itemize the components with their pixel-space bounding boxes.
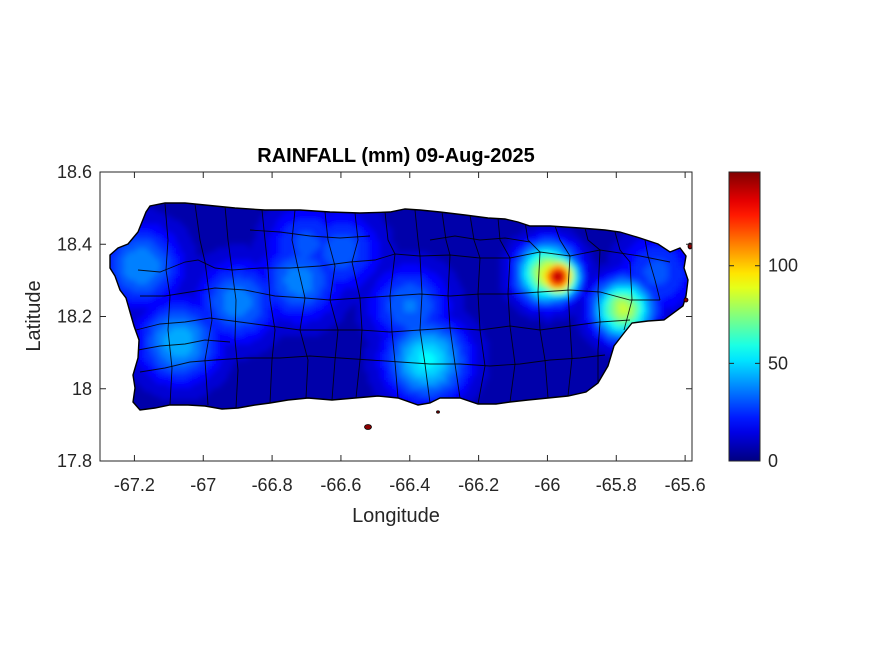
colorbar-tick-label: 50 [768, 353, 788, 373]
y-tick-label: 18.2 [57, 307, 92, 327]
y-tick-label: 17.8 [57, 451, 92, 471]
x-tick-label: -66.2 [458, 475, 499, 495]
municipality-borders [135, 203, 671, 409]
x-tick-label: -66.8 [252, 475, 293, 495]
x-axis-label: Longitude [352, 505, 440, 527]
colorbar-tick-label: 100 [768, 256, 798, 276]
chart-title: RAINFALL (mm) 09-Aug-2025 [257, 145, 534, 167]
y-axis: 17.8 18 18.2 18.4 18.6 [57, 162, 692, 471]
coastline [109, 202, 689, 411]
x-tick-label: -67 [190, 475, 216, 495]
x-tick-label: -66.6 [320, 475, 361, 495]
y-tick-label: 18 [72, 379, 92, 399]
x-tick-label: -67.2 [114, 475, 155, 495]
x-tick-label: -66.4 [389, 475, 430, 495]
x-tick-label: -65.6 [665, 475, 706, 495]
y-tick-label: 18.6 [57, 162, 92, 182]
colorbar-axis: 0 50 100 [729, 256, 798, 471]
y-axis-label: Latitude [23, 280, 45, 351]
y-tick-label: 18.4 [57, 234, 92, 254]
colorbar [728, 171, 761, 462]
colorbar-tick-label: 0 [768, 451, 778, 471]
x-tick-label: -66 [534, 475, 560, 495]
x-tick-label: -65.8 [596, 475, 637, 495]
x-axis: -67.2 -67 -66.8 -66.6 -66.4 -66.2 -66 -65.8 -65.… [114, 172, 706, 495]
